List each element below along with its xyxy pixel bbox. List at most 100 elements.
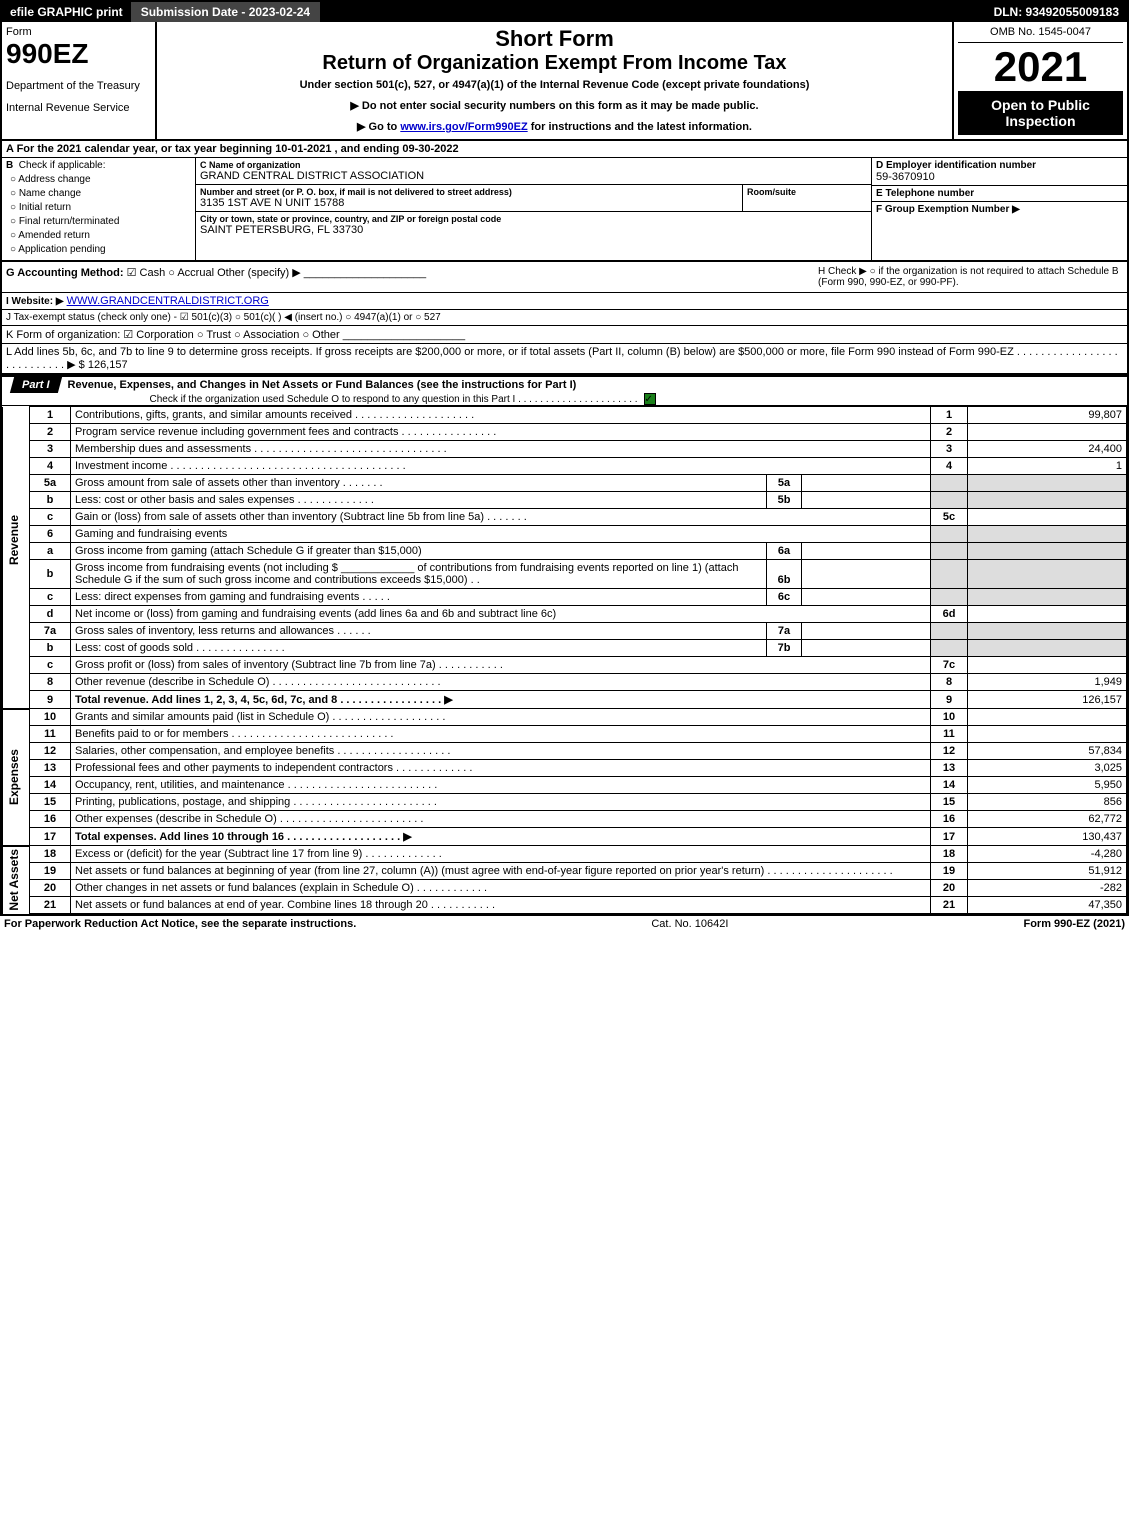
check-name-change[interactable]: Name change [10, 188, 191, 199]
line-13-box: 13 [931, 760, 968, 777]
line-8-amt: 1,949 [968, 674, 1127, 691]
line-7c-desc: Gross profit or (loss) from sales of inv… [71, 657, 931, 674]
line-2-num: 2 [30, 424, 71, 441]
line-5b-box [931, 492, 968, 509]
ein-value: 59-3670910 [876, 171, 1123, 183]
line-3-amt: 24,400 [968, 441, 1127, 458]
line-13-desc: Professional fees and other payments to … [71, 760, 931, 777]
omb-number: OMB No. 1545-0047 [958, 26, 1123, 43]
line-16-desc: Other expenses (describe in Schedule O) … [71, 811, 931, 828]
line-4-box: 4 [931, 458, 968, 475]
dln-label: DLN: 93492055009183 [986, 2, 1127, 22]
line-1-box: 1 [931, 407, 968, 424]
goto-prefix: ▶ Go to [357, 121, 400, 133]
line-5c-box: 5c [931, 509, 968, 526]
line-7b-num: b [30, 640, 71, 657]
line-7c-num: c [30, 657, 71, 674]
revenue-table: Revenue 1 Contributions, gifts, grants, … [2, 406, 1127, 914]
line-10-desc: Grants and similar amounts paid (list in… [71, 709, 931, 726]
line-13-num: 13 [30, 760, 71, 777]
section-f: F Group Exemption Number ▶ [872, 202, 1127, 217]
line-1-amt: 99,807 [968, 407, 1127, 424]
return-title: Return of Organization Exempt From Incom… [161, 52, 948, 75]
line-20-desc: Other changes in net assets or fund bala… [71, 880, 931, 897]
line-5b-sub: 5b [767, 492, 802, 509]
rot-expenses: Expenses [7, 749, 25, 805]
line-21-box: 21 [931, 897, 968, 914]
part-i-checkbox[interactable]: ✓ [644, 393, 656, 405]
part-i-tab: Part I [10, 377, 62, 393]
line-5a-num: 5a [30, 475, 71, 492]
street-box: Number and street (or P. O. box, if mail… [196, 185, 743, 212]
footer-left: For Paperwork Reduction Act Notice, see … [4, 918, 356, 930]
line-20-num: 20 [30, 880, 71, 897]
line-2-amt [968, 424, 1127, 441]
line-11-desc: Benefits paid to or for members . . . . … [71, 726, 931, 743]
line-11-num: 11 [30, 726, 71, 743]
website-link[interactable]: WWW.GRANDCENTRALDISTRICT.ORG [67, 295, 269, 307]
accounting-method-options: ☑ Cash ○ Accrual Other (specify) ▶ _____… [127, 267, 427, 279]
line-12-num: 12 [30, 743, 71, 760]
line-3-desc: Membership dues and assessments . . . . … [71, 441, 931, 458]
ein-label: D Employer identification number [876, 160, 1123, 171]
line-16-num: 16 [30, 811, 71, 828]
line-6b-subval [802, 560, 931, 589]
section-d: D Employer identification number 59-3670… [872, 158, 1127, 186]
section-b-label: B Check if applicable: [6, 160, 191, 171]
check-initial-return[interactable]: Initial return [10, 202, 191, 213]
line-9-amt: 126,157 [968, 691, 1127, 709]
row-k: K Form of organization: ☑ Corporation ○ … [2, 326, 1127, 344]
submission-date-button[interactable]: Submission Date - 2023-02-24 [131, 2, 323, 22]
room-label: Room/suite [747, 187, 867, 197]
line-1-desc: Contributions, gifts, grants, and simila… [71, 407, 931, 424]
footer-right: Form 990-EZ (2021) [1023, 918, 1125, 930]
line-6b-amt [968, 560, 1127, 589]
line-18-num: 18 [30, 846, 71, 863]
line-5c-num: c [30, 509, 71, 526]
dept-irs: Internal Revenue Service [6, 102, 151, 114]
instruction-goto: ▶ Go to www.irs.gov/Form990EZ for instru… [161, 120, 948, 133]
rot-netassets: Net Assets [7, 849, 25, 911]
irs-link[interactable]: www.irs.gov/Form990EZ [400, 121, 527, 133]
line-19-amt: 51,912 [968, 863, 1127, 880]
line-6a-subval [802, 543, 931, 560]
line-6b-num: b [30, 560, 71, 589]
check-address-change[interactable]: Address change [10, 174, 191, 185]
subtitle: Under section 501(c), 527, or 4947(a)(1)… [161, 79, 948, 91]
row-l-text: L Add lines 5b, 6c, and 7b to line 9 to … [6, 346, 1118, 371]
line-12-desc: Salaries, other compensation, and employ… [71, 743, 931, 760]
rot-revenue: Revenue [7, 515, 25, 565]
line-7b-desc: Less: cost of goods sold . . . . . . . .… [71, 640, 767, 657]
line-12-amt: 57,834 [968, 743, 1127, 760]
line-17-desc: Total expenses. Add lines 10 through 16 … [71, 828, 931, 846]
efile-print-label: efile GRAPHIC print [2, 2, 131, 22]
line-14-num: 14 [30, 777, 71, 794]
year-box: OMB No. 1545-0047 2021 Open to Public In… [954, 22, 1127, 139]
line-6a-num: a [30, 543, 71, 560]
line-19-desc: Net assets or fund balances at beginning… [71, 863, 931, 880]
check-amended-return[interactable]: Amended return [10, 230, 191, 241]
line-7a-num: 7a [30, 623, 71, 640]
row-j: J Tax-exempt status (check only one) - ☑… [2, 310, 1127, 326]
check-final-return[interactable]: Final return/terminated [10, 216, 191, 227]
line-15-amt: 856 [968, 794, 1127, 811]
line-6d-num: d [30, 606, 71, 623]
line-13-amt: 3,025 [968, 760, 1127, 777]
line-16-amt: 62,772 [968, 811, 1127, 828]
part-i-check-note: Check if the organization used Schedule … [60, 393, 1127, 405]
line-7a-amt [968, 623, 1127, 640]
line-8-num: 8 [30, 674, 71, 691]
line-16-box: 16 [931, 811, 968, 828]
line-7b-box [931, 640, 968, 657]
line-18-amt: -4,280 [968, 846, 1127, 863]
line-14-amt: 5,950 [968, 777, 1127, 794]
line-2-box: 2 [931, 424, 968, 441]
city-box: City or town, state or province, country… [196, 212, 871, 238]
part-i-title: Revenue, Expenses, and Changes in Net As… [60, 377, 1127, 393]
line-5a-subval [802, 475, 931, 492]
line-6-num: 6 [30, 526, 71, 543]
line-7c-amt [968, 657, 1127, 674]
row-i: I Website: ▶ WWW.GRANDCENTRALDISTRICT.OR… [2, 293, 1127, 310]
check-application-pending[interactable]: Application pending [10, 244, 191, 255]
line-21-amt: 47,350 [968, 897, 1127, 914]
